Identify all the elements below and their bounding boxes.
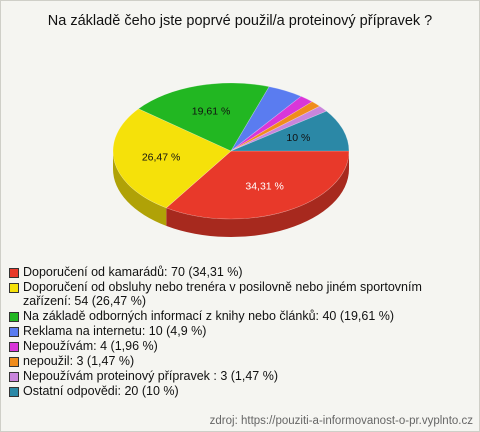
slice bbox=[165, 150, 350, 220]
legend-swatch bbox=[9, 342, 19, 352]
chart-title: Na základě čeho jste poprvé použil/a pro… bbox=[48, 13, 432, 29]
source: zdroj: https://pouziti-a-informovanost-o… bbox=[209, 415, 473, 427]
slice-side bbox=[113, 151, 167, 226]
value-label: 26,47 % bbox=[142, 151, 181, 163]
legend-item: Nepoužívám: 4 (1,96 %) bbox=[9, 339, 471, 353]
value-label: 34,31 % bbox=[245, 181, 284, 193]
slice bbox=[137, 82, 270, 152]
slice bbox=[230, 101, 321, 152]
legend-item: Na základě odborných informací z knihy n… bbox=[9, 309, 471, 323]
slice bbox=[230, 95, 313, 152]
legend-swatch bbox=[9, 357, 19, 367]
chart-area: Na základě čeho jste poprvé použil/a pro… bbox=[48, 13, 432, 238]
legend-swatch bbox=[9, 387, 19, 397]
legend-label: Doporučení od obsluhy nebo trenéra v pos… bbox=[23, 280, 422, 308]
slice-side bbox=[166, 151, 349, 238]
legend-item: Ostatní odpovědi: 20 (10 %) bbox=[9, 384, 471, 398]
legend-item: Doporučení od obsluhy nebo trenéra v pos… bbox=[9, 280, 471, 308]
legend-item: nepoužil: 3 (1,47 %) bbox=[9, 354, 471, 368]
slice bbox=[112, 108, 232, 209]
legend-item: Doporučení od kamarádů: 70 (34,31 %) bbox=[9, 265, 471, 279]
legend-swatch bbox=[9, 268, 19, 278]
legend-item: Reklama na internetu: 10 (4,9 %) bbox=[9, 324, 471, 338]
slice bbox=[230, 110, 350, 152]
legend: Doporučení od kamarádů: 70 (34,31 %) Dopo… bbox=[9, 265, 471, 399]
legend-swatch bbox=[9, 372, 19, 382]
legend-label: Ostatní odpovědi: 20 (10 %) bbox=[23, 384, 179, 398]
legend-swatch bbox=[9, 283, 19, 293]
value-label: 19,61 % bbox=[192, 106, 231, 118]
slice bbox=[230, 105, 328, 152]
slice bbox=[230, 86, 302, 152]
legend-swatch bbox=[9, 312, 19, 322]
value-label: 10 % bbox=[286, 132, 310, 144]
legend-swatch bbox=[9, 327, 19, 337]
legend-label: Nepoužívám: 4 (1,96 %) bbox=[23, 339, 158, 353]
legend-label: Doporučení od kamarádů: 70 (34,31 %) bbox=[23, 265, 243, 279]
legend-item: Nepoužívám proteinový přípravek : 3 (1,4… bbox=[9, 369, 471, 383]
legend-label: Nepoužívám proteinový přípravek : 3 (1,4… bbox=[23, 369, 278, 383]
legend-label: nepoužil: 3 (1,47 %) bbox=[23, 354, 135, 368]
legend-label: Reklama na internetu: 10 (4,9 %) bbox=[23, 324, 207, 338]
legend-label: Na základě odborných informací z knihy n… bbox=[23, 309, 395, 323]
